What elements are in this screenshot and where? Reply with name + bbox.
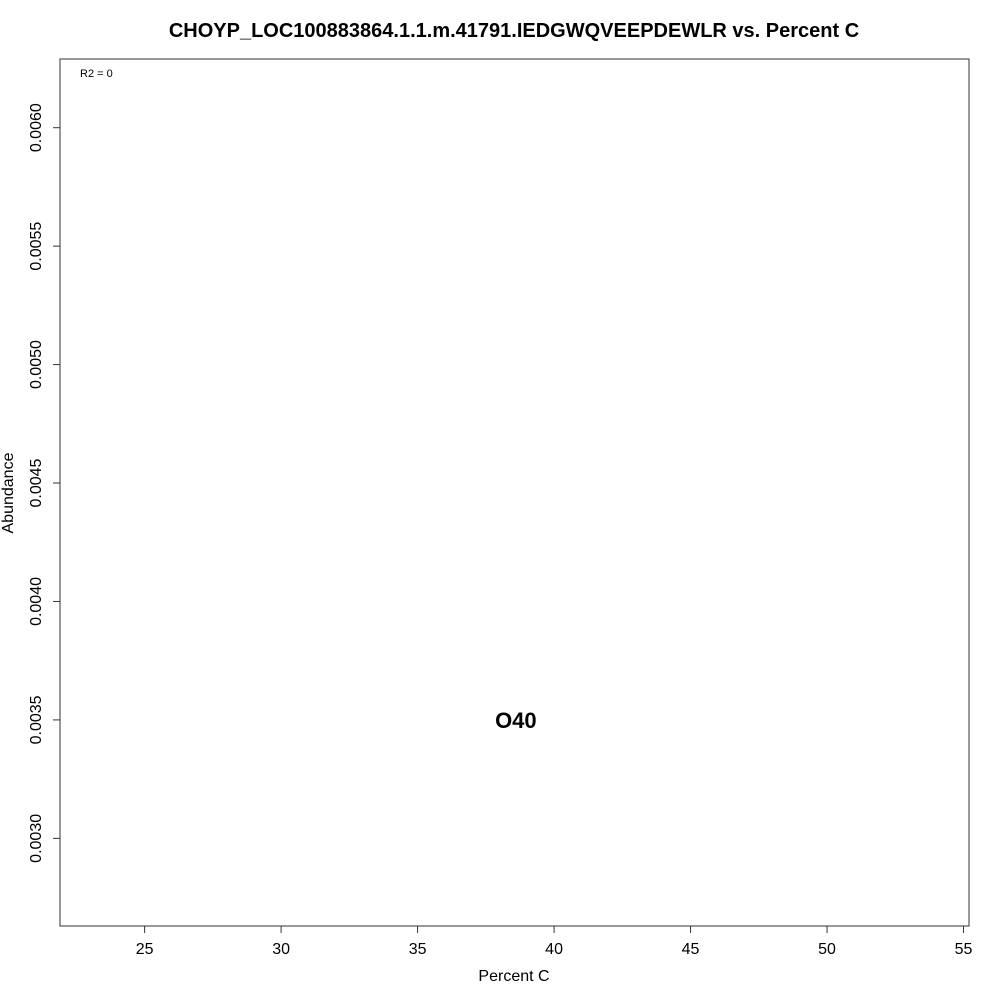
x-axis-label: Percent C: [478, 968, 549, 985]
x-axis: 25 30 35 40 45 50 55: [136, 925, 973, 958]
y-tick-label: 0.0045: [28, 458, 45, 507]
x-tick-label: 40: [545, 941, 563, 958]
x-tick-label: 45: [682, 941, 700, 958]
y-tick-label: 0.0060: [28, 103, 45, 152]
x-tick-label: 55: [955, 941, 973, 958]
plot-frame: [59, 58, 970, 927]
r2-annotation: R2 = 0: [80, 68, 113, 80]
point-label: O40: [495, 708, 537, 733]
data-points: O40: [495, 708, 537, 733]
x-tick-label: 30: [272, 941, 290, 958]
y-axis-label: Abundance: [0, 452, 17, 533]
y-tick-label: 0.0040: [28, 577, 45, 626]
chart-title: CHOYP_LOC100883864.1.1.m.41791.IEDGWQVEE…: [169, 20, 859, 42]
x-tick-label: 25: [136, 941, 154, 958]
x-tick-label: 50: [818, 941, 836, 958]
y-tick-label: 0.0030: [28, 814, 45, 863]
y-tick-label: 0.0050: [28, 340, 45, 389]
y-tick-label: 0.0055: [28, 222, 45, 271]
y-axis: 0.0030 0.0035 0.0040 0.0045 0.0050 0.0055 0.00…: [28, 103, 61, 863]
y-tick-label: 0.0035: [28, 695, 45, 744]
x-tick-label: 35: [409, 941, 427, 958]
